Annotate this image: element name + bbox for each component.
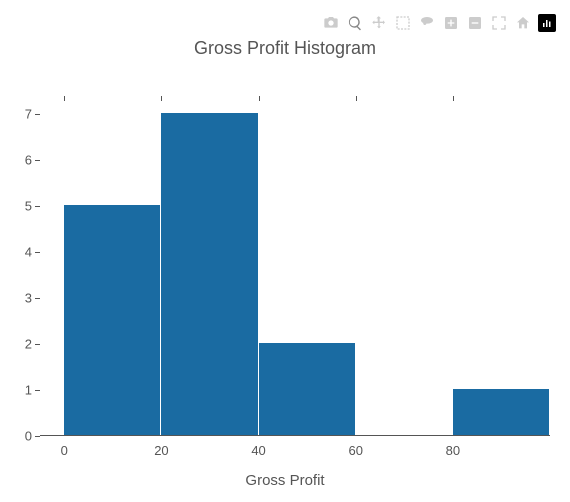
y-tick-mark	[35, 390, 40, 391]
x-tick-label: 80	[446, 435, 460, 458]
x-tick-mark	[453, 96, 454, 101]
plot-toolbar	[322, 14, 556, 32]
autoscale-icon[interactable]	[490, 14, 508, 32]
y-tick-mark	[35, 114, 40, 115]
y-tick-mark	[35, 206, 40, 207]
plot-area: 01234567020406080	[40, 96, 550, 436]
y-tick-mark	[35, 160, 40, 161]
chart-title: Gross Profit Histogram	[0, 38, 570, 59]
camera-icon[interactable]	[322, 14, 340, 32]
zoom-out-icon[interactable]	[466, 14, 484, 32]
x-axis-label: Gross Profit	[0, 472, 570, 489]
x-tick-mark	[356, 96, 357, 101]
pan-icon[interactable]	[370, 14, 388, 32]
y-tick-mark	[35, 344, 40, 345]
y-tick-mark	[35, 436, 40, 437]
histogram-bar[interactable]	[453, 389, 549, 435]
histogram-bar[interactable]	[161, 113, 257, 435]
lasso-icon[interactable]	[418, 14, 436, 32]
x-tick-label: 20	[154, 435, 168, 458]
zoom-icon[interactable]	[346, 14, 364, 32]
x-tick-mark	[64, 96, 65, 101]
histogram-bar[interactable]	[259, 343, 355, 435]
x-tick-mark	[161, 96, 162, 101]
zoom-in-icon[interactable]	[442, 14, 460, 32]
x-tick-label: 60	[348, 435, 362, 458]
x-tick-label: 0	[61, 435, 68, 458]
plotly-logo-icon[interactable]	[538, 14, 556, 32]
box-select-icon[interactable]	[394, 14, 412, 32]
reset-icon[interactable]	[514, 14, 532, 32]
y-tick-mark	[35, 252, 40, 253]
y-tick-mark	[35, 298, 40, 299]
x-tick-mark	[259, 96, 260, 101]
histogram-bar[interactable]	[64, 205, 160, 435]
x-tick-label: 40	[251, 435, 265, 458]
